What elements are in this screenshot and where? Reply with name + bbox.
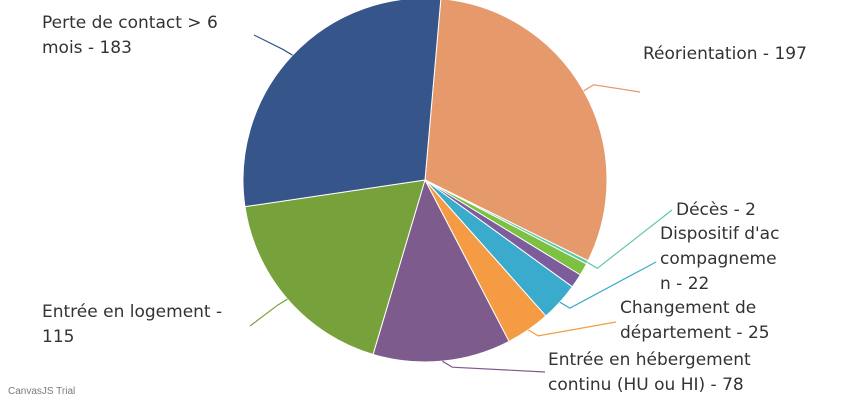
pie-slice-0[interactable] (424, 0, 608, 262)
label-perte-contact: Perte de contact > 6 mois - 183 (42, 13, 218, 58)
label-deces: Décès - 2 (676, 200, 756, 220)
label-reorientation: Réorientation - 197 (643, 44, 807, 64)
leader-line-8 (253, 34, 293, 56)
leader-line-0 (583, 84, 641, 93)
leader-line-7 (249, 298, 288, 327)
leader-lines (249, 34, 673, 373)
leader-line-6 (441, 360, 546, 373)
leader-line-4 (559, 261, 657, 309)
label-dispositif-accompagnement: Dispositif d'accompagnemen - 22 (660, 224, 780, 294)
credit-text: CanvasJS Trial (8, 386, 76, 397)
pie-slices (242, 0, 608, 363)
label-hebergement-continu: Entrée en hébergement continu (HU ou HI)… (548, 350, 751, 395)
leader-line-5 (527, 321, 617, 337)
pie-slice-7[interactable] (244, 179, 426, 356)
label-entree-logement: Entrée en logement - 115 (42, 302, 223, 347)
pie-slice-6[interactable] (372, 178, 510, 363)
label-changement-departement: Changement de département - 25 (620, 298, 770, 343)
pie-slice-8[interactable] (242, 0, 442, 208)
leader-line-1 (586, 209, 673, 270)
